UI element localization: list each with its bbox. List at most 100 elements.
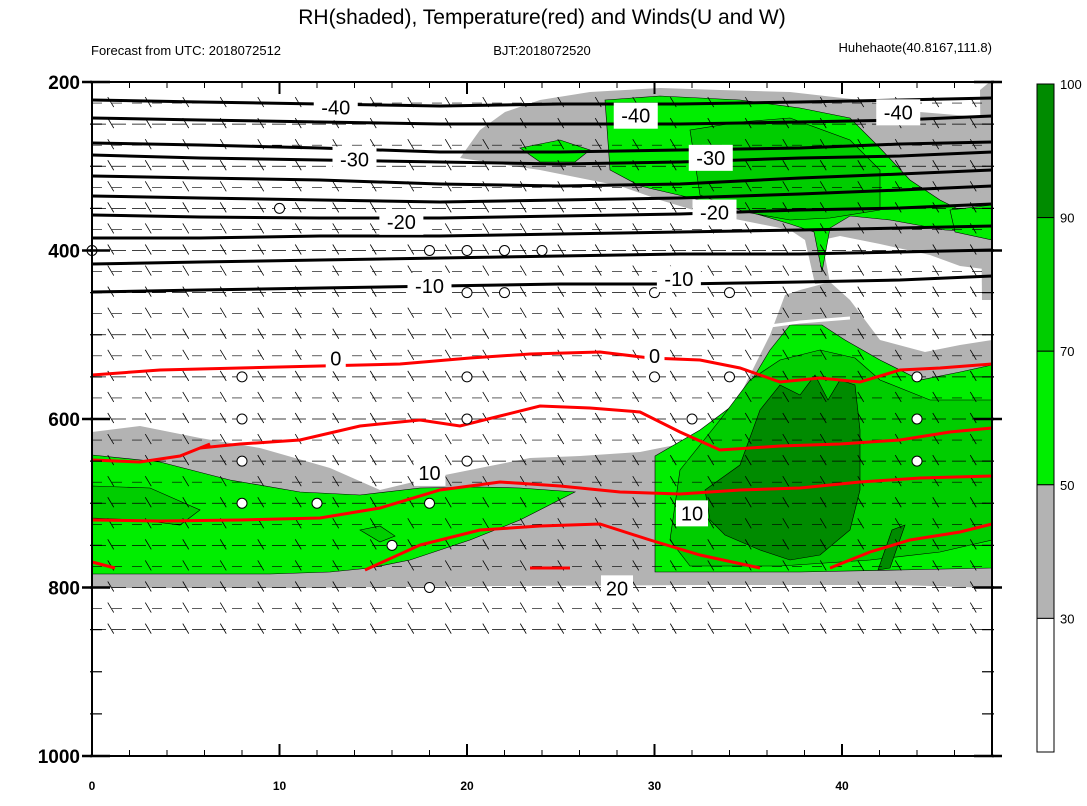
wind-barb: [669, 202, 677, 213]
colorbar: 30 50 70 90 100: [1036, 77, 1082, 753]
contour-neg-15: [92, 224, 993, 240]
wind-barb: [369, 391, 377, 403]
wind-barb: [857, 412, 865, 424]
wind-barb: [744, 539, 752, 550]
wind-barb: [407, 244, 415, 255]
contour-neg-40: [91, 114, 993, 126]
wind-barb: [594, 391, 602, 403]
wind-barb: [182, 539, 190, 550]
wind-barb: [669, 560, 677, 571]
wind-barb: [857, 286, 865, 297]
wind-barb: [144, 223, 152, 234]
wind-barb: [857, 518, 865, 529]
wind-barb: [369, 623, 377, 634]
contour-label: -20: [387, 212, 416, 234]
wind-barb: [969, 370, 977, 382]
chart-title: RH(shaded), Temperature(red) and Winds(U…: [298, 6, 785, 29]
colorbar-label: 100: [1060, 77, 1082, 92]
wind-barb: [782, 602, 790, 613]
wind-barb: [669, 391, 677, 403]
wind-barb: [182, 349, 190, 361]
wind-barb: [932, 560, 940, 571]
wind-barb: [144, 412, 152, 424]
wind-barb: [632, 181, 640, 192]
wind-barb: [257, 181, 265, 192]
wind-barb: [819, 539, 827, 550]
wind-barb: [594, 602, 602, 613]
wind-barb: [819, 581, 827, 592]
wind-barb: [969, 286, 977, 297]
wind-barb: [257, 265, 265, 276]
wind-barb: [332, 433, 340, 445]
wind-barb: [294, 475, 302, 487]
wind-barb: [332, 475, 340, 487]
colorbar-label: 90: [1060, 211, 1074, 226]
wind-barb: [407, 349, 415, 361]
wind-barb: [632, 244, 640, 255]
contour-label-bg: [656, 266, 701, 293]
wind-barb: [182, 328, 190, 339]
contour-label-bg: [601, 575, 633, 602]
wind-barb: [144, 560, 152, 571]
wind-barb: [519, 223, 527, 234]
wind-barb: [107, 581, 115, 592]
wind-barb: [707, 349, 715, 361]
wind-barb: [782, 412, 790, 424]
wind-barb: [819, 454, 827, 466]
wind-barb: [182, 160, 190, 171]
wind-barb: [257, 391, 265, 403]
wind-barb: [444, 454, 452, 466]
wind-barb: [819, 518, 827, 529]
wind-barb: [294, 560, 302, 571]
wind-barb: [332, 370, 340, 382]
wind-barb: [444, 518, 452, 529]
wind-barb: [857, 307, 865, 318]
wind-barb: [557, 602, 565, 613]
wind-barb: [632, 138, 640, 150]
wind-barb: [444, 202, 452, 213]
wind-barb: [894, 265, 902, 276]
wind-barb: [182, 475, 190, 487]
wind-barb: [894, 412, 902, 424]
wind-barb: [182, 265, 190, 276]
wind-barb: [107, 244, 115, 255]
wind-barb: [519, 307, 527, 318]
wind-barb: [182, 560, 190, 571]
forecast-label: Forecast from UTC: 2018072512: [91, 43, 281, 58]
wind-barb: [894, 497, 902, 508]
colorbar-label: 30: [1060, 611, 1074, 626]
wind-barb: [669, 518, 677, 529]
wind-barb: [707, 328, 715, 339]
wind-barb: [557, 391, 565, 403]
wind-barb: [519, 454, 527, 466]
rh-green3-spike: [877, 524, 906, 571]
wind-barb: [932, 349, 940, 361]
wind-barb: [144, 181, 152, 192]
wind-barb: [744, 518, 752, 529]
wind-barb: [144, 433, 152, 445]
wind-barb: [444, 539, 452, 550]
wind-barb: [782, 560, 790, 571]
wind-barb: [407, 581, 415, 592]
calm-marker: [236, 455, 248, 467]
wind-barb: [894, 454, 902, 466]
wind-barb: [219, 244, 227, 255]
wind-barb: [819, 412, 827, 424]
wind-barb: [894, 623, 902, 634]
wind-barb: [407, 623, 415, 634]
wind-barb: [144, 244, 152, 255]
wind-barb: [444, 328, 452, 339]
wind-barb: [482, 265, 490, 276]
wind-barb: [257, 328, 265, 339]
calm-marker: [311, 497, 323, 509]
calm-marker: [424, 582, 435, 593]
wind-barb: [482, 412, 490, 424]
wind-barb: [932, 307, 940, 318]
wind-barb: [594, 328, 602, 339]
wind-barb: [557, 475, 565, 487]
contour-neg-20: [91, 202, 993, 220]
wind-barb: [444, 475, 452, 487]
wind-barb: [332, 454, 340, 466]
wind-barb: [482, 602, 490, 613]
calm-marker: [499, 245, 510, 256]
